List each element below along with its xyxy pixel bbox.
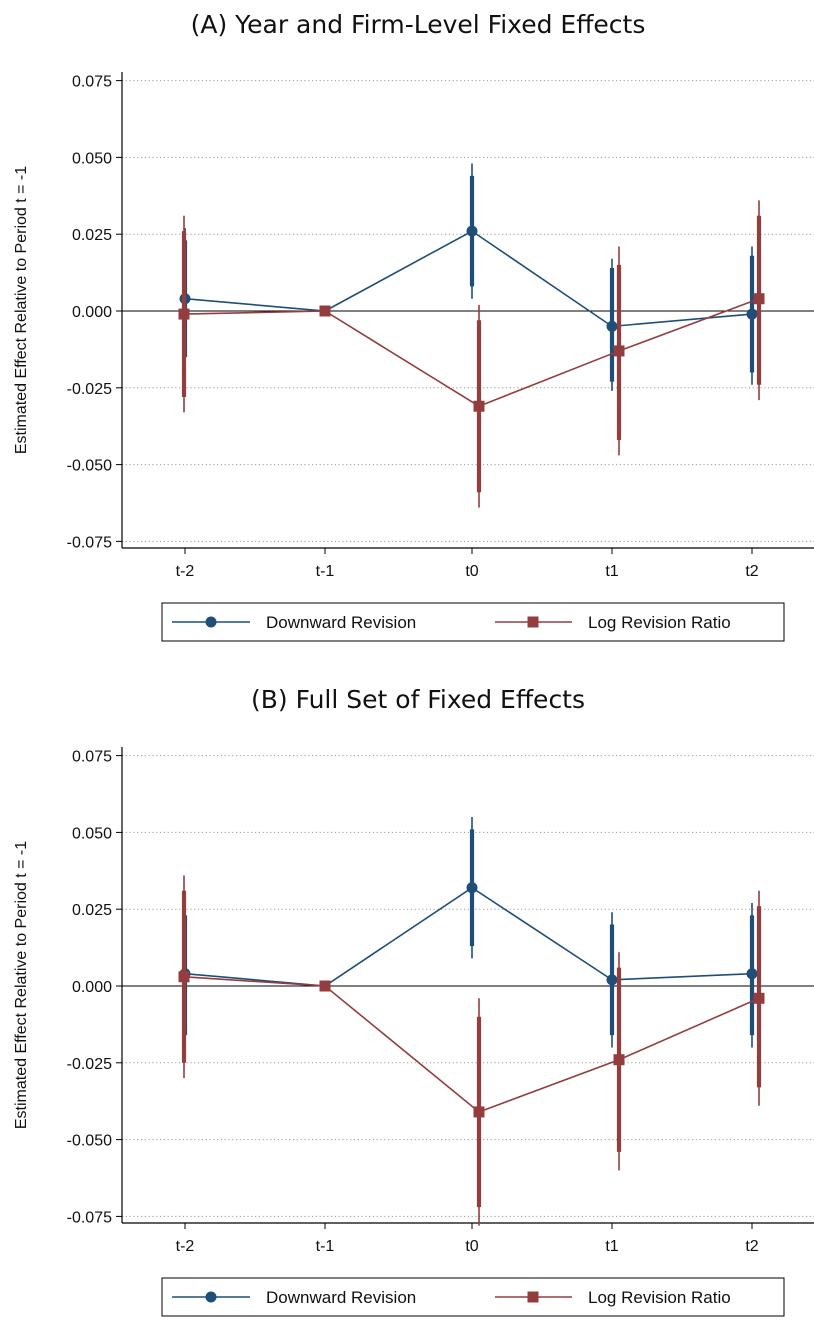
chart-b-ytick-label: -0.025 [67, 1056, 112, 1073]
chart-a-series-1-point [473, 400, 485, 412]
chart-b-series-0-point [746, 968, 758, 980]
chart-a-series-0-point [606, 320, 618, 332]
chart-a-series-0-point [466, 225, 478, 237]
chart-b-ytick-label: -0.075 [67, 1209, 112, 1226]
chart-b-ytick-label: 0.025 [72, 902, 112, 919]
panel-a: (A) Year and Firm-Level Fixed Effects 0.0… [0, 0, 814, 660]
chart-b-series-0-line [184, 886, 753, 987]
chart-a-ytick-label: -0.075 [67, 534, 112, 551]
chart-b-title: (B) Full Set of Fixed Effects [251, 685, 585, 714]
chart-a-xtick-label: t-1 [316, 563, 335, 580]
chart-b-legend-label-0: Downward Revision [266, 1288, 416, 1307]
chart-b-ytick-label: 0.050 [72, 825, 112, 842]
chart-b-legend-marker-0 [205, 1291, 217, 1303]
chart-a-ylabel: Estimated Effect Relative to Period t = … [13, 166, 30, 454]
chart-a-legend-marker-0 [205, 616, 217, 628]
chart-a-legend-box [161, 602, 785, 642]
chart-b-xtick-label: t0 [465, 1238, 478, 1255]
chart-a-ytick-label: -0.050 [67, 458, 112, 475]
chart-b-series-1-line [183, 975, 760, 1113]
chart-b-ylabel: Estimated Effect Relative to Period t = … [13, 841, 30, 1129]
chart-a-ytick-label: 0.025 [72, 227, 112, 244]
chart-a-ytick-label: 0.050 [72, 150, 112, 167]
chart-a-series-1-line [183, 297, 760, 408]
chart-b-ytick-label: -0.050 [67, 1133, 112, 1150]
chart-a-xtick-label: t2 [745, 563, 758, 580]
chart-b-xtick-label: t-2 [176, 1238, 195, 1255]
chart-a-ytick-label: -0.025 [67, 381, 112, 398]
chart-a-series-1-point [753, 293, 765, 305]
chart-a-title: (A) Year and Firm-Level Fixed Effects [191, 10, 646, 39]
chart-b-series-1-point [473, 1106, 485, 1118]
chart-b-series-1-point [753, 992, 765, 1004]
chart-a-legend-label-0: Downward Revision [266, 613, 416, 632]
chart-a-svg: (A) Year and Firm-Level Fixed Effects 0.0… [13, 10, 814, 642]
chart-a-xtick-label: t-2 [176, 563, 195, 580]
panel-b: (B) Full Set of Fixed Effects 0.075 0.050 0… [0, 675, 814, 1335]
chart-a-series-0-point [746, 308, 758, 320]
chart-b-legend-marker-1 [527, 1291, 539, 1303]
chart-a-legend-label-1: Log Revision Ratio [588, 613, 731, 632]
chart-b-series-0-point [466, 882, 478, 894]
chart-a-ytick-label: 0.075 [72, 74, 112, 91]
chart-b-xtick-label: t1 [605, 1238, 618, 1255]
chart-a-xtick-label: t1 [605, 563, 618, 580]
chart-b-ytick-label: 0.075 [72, 749, 112, 766]
chart-b-series-1-point [613, 1054, 625, 1066]
chart-b-series-1-point [319, 980, 331, 992]
chart-b-series-1-point [178, 971, 190, 983]
chart-a-ytick-label: 0.000 [72, 304, 112, 321]
chart-b-xtick-label: t-1 [316, 1238, 335, 1255]
chart-b-svg: (B) Full Set of Fixed Effects 0.075 0.050 0… [13, 685, 814, 1317]
chart-a-series-1-point [319, 305, 331, 317]
chart-b-legend-label-1: Log Revision Ratio [588, 1288, 731, 1307]
chart-b-xtick-label: t2 [745, 1238, 758, 1255]
chart-a-legend-marker-1 [527, 616, 539, 628]
chart-a-xtick-label: t0 [465, 563, 478, 580]
chart-b-ytick-label: 0.000 [72, 979, 112, 996]
chart-a-series-1-point [613, 345, 625, 357]
chart-b-series-0-point [606, 974, 618, 986]
chart-a-series-1-point [178, 308, 190, 320]
